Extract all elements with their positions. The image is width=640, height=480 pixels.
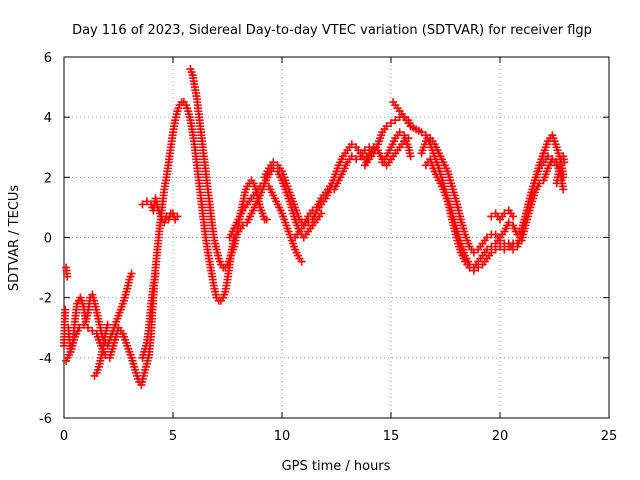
data-point — [391, 116, 400, 125]
y-tick-label: 4 — [44, 111, 52, 126]
data-point — [500, 245, 509, 254]
data-point — [406, 152, 415, 161]
data-point — [142, 197, 151, 206]
data-point — [269, 158, 278, 167]
data-point — [482, 233, 491, 242]
data-point — [417, 128, 426, 137]
y-tick-label: 0 — [44, 232, 52, 247]
data-point — [559, 185, 568, 194]
axis-ticks — [63, 56, 610, 419]
x-tick-label: 15 — [383, 429, 400, 444]
y-axis-label: SDTVAR / TECUs — [7, 185, 22, 292]
data-point — [487, 248, 496, 257]
x-tick-labels: 0 5 10 15 20 25 — [60, 429, 617, 444]
data-point — [535, 179, 544, 188]
data-point — [504, 218, 513, 227]
data-point — [63, 272, 72, 281]
data-point — [382, 122, 391, 131]
data-point — [513, 239, 522, 248]
y-tick-labels: -6 -4 -2 0 2 4 6 — [39, 51, 52, 427]
x-tick-label: 5 — [169, 429, 177, 444]
data-point — [352, 155, 361, 164]
data-point — [347, 140, 356, 149]
data-point — [308, 206, 317, 215]
chart-title: Day 116 of 2023, Sidereal Day-to-day VTE… — [72, 23, 592, 38]
data-point — [347, 152, 356, 161]
data-point — [543, 152, 552, 161]
data-point — [469, 248, 478, 257]
data-point — [297, 257, 306, 266]
y-tick-label: -6 — [39, 412, 52, 427]
y-tick-label: -4 — [39, 352, 52, 367]
data-point — [262, 215, 271, 224]
x-tick-label: 20 — [492, 429, 509, 444]
data-point — [395, 128, 404, 137]
data-point — [88, 326, 97, 335]
data-point — [360, 146, 369, 155]
data-point — [482, 245, 491, 254]
x-axis-label: GPS time / hours — [282, 459, 391, 474]
data-point — [151, 269, 160, 278]
data-point — [387, 119, 395, 128]
y-tick-label: -2 — [39, 292, 52, 307]
x-tick-label: 25 — [601, 429, 618, 444]
y-tick-label: 6 — [44, 51, 52, 66]
data-point — [474, 263, 483, 272]
data-points — [60, 65, 569, 389]
data-point — [496, 242, 504, 251]
x-tick-label: 0 — [60, 429, 68, 444]
data-point — [79, 320, 88, 329]
data-point — [465, 263, 474, 272]
data-point — [238, 221, 247, 230]
data-point — [548, 155, 557, 164]
data-point — [173, 212, 182, 221]
data-point — [103, 320, 112, 329]
data-point — [491, 245, 500, 254]
data-point — [469, 266, 478, 275]
data-point — [504, 242, 513, 251]
x-tick-label: 10 — [274, 429, 291, 444]
data-point — [75, 323, 84, 332]
data-point — [509, 212, 518, 221]
data-point — [560, 158, 569, 167]
y-tick-label: 2 — [44, 171, 52, 186]
data-point — [127, 269, 136, 278]
data-point — [61, 305, 70, 314]
data-point — [83, 323, 92, 332]
data-point — [138, 200, 147, 209]
